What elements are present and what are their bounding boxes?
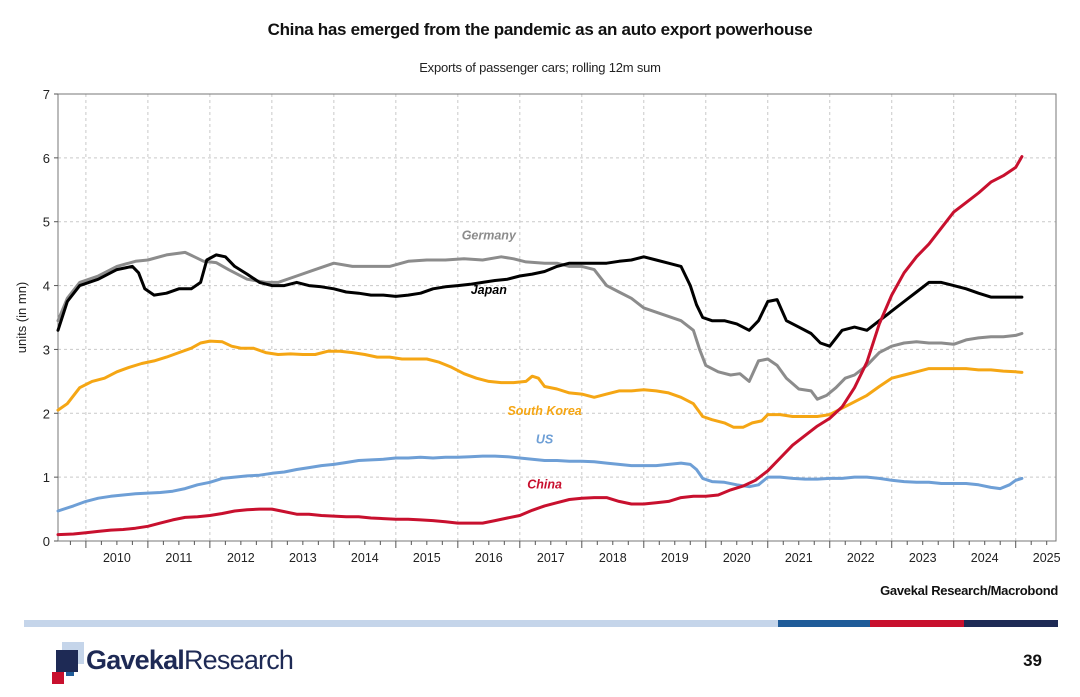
gavekal-logo-wordmark: GavekalResearch [86, 645, 294, 676]
y-tick-label: 3 [43, 342, 50, 357]
line-chart: 0 1 2 3 4 5 6 7 2010 2011 2012 2013 2014 2015 2016 2017… [14, 87, 1061, 565]
logo-part-gavekal: Gavekal [86, 645, 185, 675]
y-tick-label: 7 [43, 87, 50, 102]
logo-part-research: Research [183, 645, 294, 675]
x-tick-label: 2011 [165, 551, 192, 565]
x-tick-label: 2016 [475, 551, 503, 565]
series-label-us: US [536, 432, 554, 446]
chart-subtitle: Exports of passenger cars; rolling 12m s… [419, 60, 661, 75]
gavekal-logo-mark [52, 642, 84, 684]
x-tick-label: 2015 [413, 551, 441, 565]
x-tick-label: 2024 [971, 551, 999, 565]
series-line-germany [56, 250, 1024, 401]
x-tick-label: 2022 [847, 551, 875, 565]
y-tick-label: 6 [43, 151, 50, 166]
x-tick-label: 2025 [1033, 551, 1061, 565]
x-tick-label: 2018 [599, 551, 627, 565]
divider-red [870, 620, 964, 627]
y-tick-label: 1 [43, 470, 50, 485]
x-tick-label: 2023 [909, 551, 937, 565]
x-tick-label: 2020 [723, 551, 751, 565]
y-tick-label: 0 [43, 534, 50, 549]
y-tick-label: 5 [43, 215, 50, 230]
divider-light [24, 620, 778, 627]
series-line-south-korea [56, 339, 1024, 429]
series-line-us [56, 454, 1024, 513]
series-line-japan [56, 253, 1024, 348]
x-tick-label: 2014 [351, 551, 379, 565]
x-tick-label: 2017 [537, 551, 565, 565]
x-tick-label: 2021 [785, 551, 813, 565]
series-label-japan: Japan [471, 283, 507, 297]
series-label-germany: Germany [462, 229, 517, 243]
x-tick-label: 2012 [227, 551, 255, 565]
series-label-china: China [527, 478, 562, 492]
plot-frame [57, 93, 1057, 542]
chart-title: China has emerged from the pandemic as a… [267, 20, 813, 39]
page-number: 39 [1023, 651, 1042, 670]
divider-blue [778, 620, 870, 627]
series-line-china [56, 155, 1024, 537]
x-tick-label: 2010 [103, 551, 131, 565]
y-tick-label: 4 [43, 279, 50, 294]
source-credit: Gavekal Research/Macrobond [880, 583, 1058, 598]
series-label-south-korea: South Korea [507, 404, 581, 418]
y-tick-label: 2 [43, 406, 50, 421]
x-tick-label: 2013 [289, 551, 317, 565]
y-axis-label: units (in mn) [14, 282, 29, 354]
x-tick-label: 2019 [661, 551, 689, 565]
divider-navy [964, 620, 1058, 627]
